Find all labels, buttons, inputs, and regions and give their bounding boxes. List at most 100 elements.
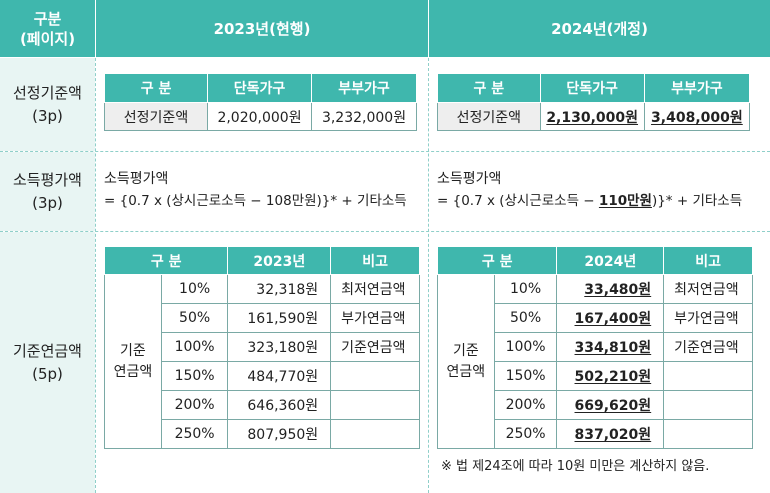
income-formula-amount: 110만원	[598, 193, 652, 209]
pension-group-line1: 기준	[452, 342, 479, 359]
pension-amount: 32,318원	[227, 274, 332, 304]
pension-amount-text: 502,210원	[574, 369, 652, 385]
criteria-couple-value: 3,408,000원	[643, 102, 751, 131]
pension-percent: 50%	[160, 303, 229, 333]
header-page-text: (페이지)	[19, 29, 76, 48]
pension-note: 최저연금액	[330, 274, 420, 304]
pension-amount: 807,950원	[227, 419, 332, 449]
criteria-couple-value: 3,232,000원	[311, 102, 417, 131]
criteria-head-gubun: 구 분	[437, 73, 541, 103]
pension-amount: 167,400원	[556, 303, 665, 333]
row-label-income-text: 소득평가액	[12, 170, 82, 189]
row-divider	[0, 151, 770, 152]
pension-amount-text: 167,400원	[574, 311, 652, 327]
row-label-income: 소득평가액 (3p)	[0, 152, 95, 231]
pension-note	[330, 390, 420, 420]
income-formula-amount: 108만원	[265, 193, 317, 209]
criteria-head-couple: 부부가구	[311, 73, 417, 103]
pension-group-line2: 연금액	[113, 363, 153, 380]
footnote: ※ 법 제24조에 따라 10원 미만은 계산하지 않음.	[441, 459, 710, 474]
pension-head-gubun: 구 분	[103, 246, 229, 275]
criteria-table-2023: 구 분 단독가구 부부가구 선정기준액 2,020,000원 3,232,000…	[103, 73, 417, 131]
row-label-income-page: (3p)	[32, 193, 63, 212]
income-formula-suffix: )}* + 기타소득	[651, 193, 743, 209]
pension-note: 부가연금액	[663, 303, 753, 333]
income-formula-suffix: )}* + 기타소득	[316, 193, 407, 209]
column-divider	[95, 58, 96, 493]
pension-percent: 100%	[493, 332, 558, 362]
header-gubun: 구분 (페이지)	[0, 0, 95, 57]
header-2024: 2024년(개정)	[429, 0, 770, 57]
pension-head-note: 비고	[330, 246, 420, 275]
pension-amount-text: 837,020원	[574, 427, 652, 443]
pension-percent: 250%	[493, 419, 558, 449]
column-divider	[428, 58, 429, 493]
row-label-pension-page: (5p)	[32, 364, 63, 383]
criteria-head-single: 단독가구	[207, 73, 313, 103]
row-label-criteria: 선정기준액 (3p)	[0, 58, 95, 151]
pension-amount: 669,620원	[556, 390, 665, 420]
pension-note	[663, 419, 753, 449]
pension-amount: 334,810원	[556, 332, 665, 362]
pension-note	[330, 361, 420, 391]
criteria-single-value-text: 2,130,000원	[546, 109, 639, 126]
criteria-label: 선정기준액	[437, 102, 541, 131]
criteria-label: 선정기준액	[103, 102, 209, 131]
criteria-head-gubun: 구 분	[103, 73, 209, 103]
pension-note: 부가연금액	[330, 303, 420, 333]
pension-group-line1: 기준	[120, 342, 146, 359]
row-label-criteria-text: 선정기준액	[12, 83, 82, 102]
row-label-pension-text: 기준연금액	[12, 341, 82, 360]
pension-amount-text: 334,810원	[574, 340, 652, 356]
pension-percent: 250%	[160, 419, 229, 449]
pension-amount: 33,480원	[556, 274, 665, 304]
pension-amount: 323,180원	[227, 332, 332, 362]
pension-amount-text: 33,480원	[584, 282, 652, 298]
criteria-head-single: 단독가구	[539, 73, 645, 103]
pension-percent: 10%	[160, 274, 229, 304]
pension-amount: 484,770원	[227, 361, 332, 391]
income-formula-title: 소득평가액	[104, 171, 169, 187]
row-label-pension: 기준연금액 (5p)	[0, 232, 95, 493]
pension-amount: 837,020원	[556, 419, 665, 449]
pension-percent: 200%	[493, 390, 558, 420]
criteria-couple-value-text: 3,408,000원	[651, 109, 743, 126]
pension-head-year: 2023년	[227, 246, 332, 275]
income-formula-body: = {0.7 x (상시근로소득 − 108만원)}* + 기타소득	[104, 190, 407, 212]
pension-note	[663, 390, 753, 420]
pension-head-note: 비고	[663, 246, 753, 275]
pension-note: 최저연금액	[663, 274, 753, 304]
income-formula-2024: 소득평가액 = {0.7 x (상시근로소득 − 110만원)}* + 기타소득	[437, 168, 742, 212]
criteria-table-2024: 구 분 단독가구 부부가구 선정기준액 2,130,000원 3,408,000…	[437, 73, 751, 131]
pension-percent: 200%	[160, 390, 229, 420]
criteria-head-couple: 부부가구	[643, 73, 751, 103]
pension-note	[663, 361, 753, 391]
pension-percent: 100%	[160, 332, 229, 362]
header-gubun-text: 구분	[33, 9, 62, 28]
income-formula-prefix: = {0.7 x (상시근로소득 −	[437, 193, 599, 209]
criteria-single-value: 2,130,000원	[539, 102, 645, 131]
pension-amount: 502,210원	[556, 361, 665, 391]
pension-amount: 646,360원	[227, 390, 332, 420]
header-2023: 2023년(현행)	[96, 0, 428, 57]
pension-percent: 10%	[493, 274, 558, 304]
row-divider	[0, 231, 770, 232]
pension-head-gubun: 구 분	[436, 246, 558, 275]
pension-head-year: 2024년	[556, 246, 665, 275]
income-formula-prefix: = {0.7 x (상시근로소득 −	[104, 193, 266, 209]
income-formula-2023: 소득평가액 = {0.7 x (상시근로소득 − 108만원)}* + 기타소득	[104, 168, 407, 212]
pension-amount-text: 669,620원	[574, 398, 652, 414]
pension-group-line2: 연금액	[446, 363, 486, 380]
income-formula-title: 소득평가액	[437, 171, 502, 187]
pension-percent: 150%	[160, 361, 229, 391]
income-formula-body: = {0.7 x (상시근로소득 − 110만원)}* + 기타소득	[437, 190, 742, 212]
pension-note: 기준연금액	[663, 332, 753, 362]
criteria-single-value: 2,020,000원	[207, 102, 313, 131]
pension-percent: 50%	[493, 303, 558, 333]
row-label-criteria-page: (3p)	[32, 106, 63, 125]
